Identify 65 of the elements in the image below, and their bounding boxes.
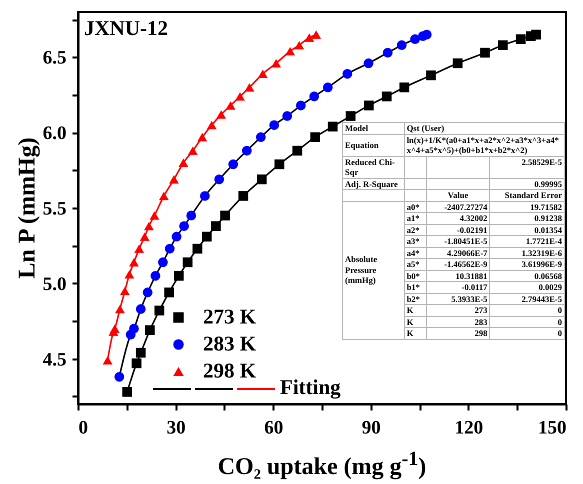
legend-label: 298 K [203, 358, 257, 382]
annotation: 5.3933E-5 [426, 293, 490, 304]
y-tick-label: 5.5 [42, 198, 66, 220]
x-tick-label: 60 [264, 418, 284, 438]
annotation: 2.58529E-5 [490, 156, 564, 178]
annotation: Qst (User) [404, 122, 564, 134]
annotation: 0.99995 [490, 178, 564, 190]
y-tick-label: 6.5 [42, 48, 66, 69]
x-axis-title: CO₂ uptake (mg g$^{-1}$) [218, 448, 426, 481]
annotation: 19.71582 [490, 201, 564, 212]
x-tick-label: 0 [78, 418, 88, 438]
annotation: K [404, 304, 426, 316]
annotation: a3* [404, 236, 426, 247]
annotation: 4.29066E-7 [426, 247, 490, 258]
annotation: 283 [426, 316, 490, 328]
y-tick-label: 6.0 [42, 123, 66, 144]
annotation: 0.0029 [490, 282, 564, 293]
annotation: 2.79443E-5 [490, 293, 564, 304]
y-tick-label: 4.5 [42, 349, 66, 370]
annotation: Standard Error [490, 190, 564, 201]
annotation: 10.31881 [426, 270, 490, 282]
legend-label: 283 K [203, 332, 257, 356]
x-tick-label: 150 [538, 418, 566, 438]
annotation: 0 [490, 328, 564, 339]
annotation: a0* [404, 201, 426, 212]
annotation: ln(x)+1/K*(a0+a1*x+a2*x^2+a3*x^3+a4*x^4+a5*x^5)+(b0+b1*x+b2*x^2) [404, 134, 564, 156]
annotation: K [404, 316, 426, 328]
annotation: 0.91238 [490, 212, 564, 224]
annotation: a4* [404, 247, 426, 258]
x-tick-label: 30 [166, 418, 186, 438]
annotation: 0 [490, 304, 564, 316]
y-axis-title: Ln P (mmHg) [14, 137, 42, 279]
annotation: 0.01354 [490, 224, 564, 236]
annotation: -1.80451E-5 [426, 236, 490, 247]
annotation: -1.46562E-9 [426, 258, 490, 270]
annotation: b1* [404, 282, 426, 293]
annotation: a5* [404, 258, 426, 270]
annotation: -0.02191 [426, 224, 490, 236]
annotation: Model [342, 122, 404, 134]
annotation: a1* [404, 212, 426, 224]
annotation: Fitting [280, 375, 341, 400]
annotation: Adj. R-Square [342, 178, 404, 190]
annotation: Absolute Pressure (mmHg) [342, 201, 404, 339]
annotation: 3.61996E-9 [490, 258, 564, 270]
annotation: 273 [426, 304, 490, 316]
x-tick-label: 90 [362, 418, 381, 438]
x-tick-label: 120 [454, 418, 484, 438]
y-tick-label: 5.0 [42, 274, 66, 295]
annotation: -0.0117 [426, 282, 490, 293]
legend-label: 273 K [203, 304, 257, 328]
annotation: 298 [426, 328, 490, 339]
annotation: 0.06568 [490, 270, 564, 282]
annotation: K [404, 328, 426, 339]
annotation: -2407.27274 [426, 201, 490, 212]
annotation: 4.32002 [426, 212, 490, 224]
annotation: b2* [404, 293, 426, 304]
annotation: b0* [404, 270, 426, 282]
annotation: Reduced Chi-Sqr [342, 156, 404, 178]
annotation: a2* [404, 224, 426, 236]
annotation: 0 [490, 316, 564, 328]
chart-title: JXNU-12 [84, 16, 168, 41]
annotation: Equation [342, 134, 404, 156]
annotation: Value [426, 190, 490, 201]
annotation: 1.32319E-6 [490, 247, 564, 258]
annotation: 1.7721E-4 [490, 236, 564, 247]
